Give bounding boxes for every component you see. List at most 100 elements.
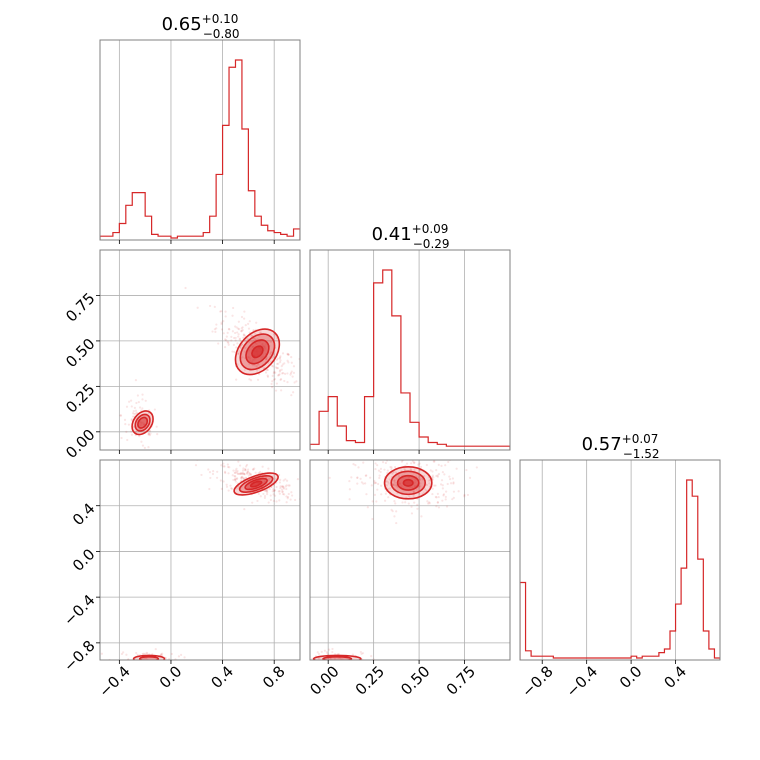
sample-point [331,647,334,651]
sample-point [289,498,292,501]
sample-point [238,338,241,341]
sample-point [359,477,362,480]
sample-point [436,501,439,504]
density-contour [132,654,166,660]
sample-point [318,657,321,660]
sample-point [428,482,431,485]
sample-point [140,440,143,443]
sample-point [226,463,229,466]
sample-point [363,457,365,459]
sample-point [280,365,283,368]
sample-point [429,454,431,456]
sample-point [245,471,249,475]
sample-point [316,651,319,654]
sample-point [137,400,140,404]
sample-point [452,490,456,493]
sample-point [231,330,234,333]
sample-point [303,387,305,389]
sample-point [444,498,447,501]
sample-point [412,490,415,493]
sample-point [200,473,203,477]
sample-point [222,332,225,335]
sample-point [427,479,430,482]
sample-point [391,471,394,474]
sample-point [292,365,296,368]
sample-point [380,484,383,487]
sample-point [243,473,246,476]
sample-point [374,481,378,484]
sample-point [362,482,365,485]
sample-point [264,347,267,350]
sample-point [160,662,162,664]
sample-point [384,461,387,465]
sample-point [457,490,460,493]
sample-point [239,346,242,349]
sample-point [390,466,393,469]
sample-point [392,483,395,486]
sample-point [429,469,432,472]
sample-point [156,433,159,436]
sample-point [370,484,373,487]
sample-point [374,462,377,465]
sample-point [333,657,337,660]
sample-point [227,327,230,331]
sample-point [183,656,186,659]
sample-point [136,653,139,656]
sample-point [234,477,237,480]
sample-point [215,327,218,330]
sample-point [127,661,129,663]
sample-point [387,482,390,485]
sample-point [262,346,266,349]
sample-point [131,661,133,663]
sample-point [442,494,445,497]
sample-point [385,484,388,487]
sample-point [148,661,150,663]
sample-point [342,661,344,663]
sample-point [222,480,225,483]
sample-point [217,342,220,345]
sample-point [287,353,290,356]
sample-point [141,652,144,656]
sample-point [280,378,283,381]
sample-point [265,489,268,492]
sample-point [227,343,230,346]
sample-point [162,662,164,664]
sample-point [286,353,289,356]
sample-point [265,490,268,493]
sample-point [234,331,237,335]
sample-point [242,477,246,480]
sample-point [235,326,238,329]
sample-point [267,479,270,482]
x-tick-label: 0.0 [156,662,186,692]
sample-point [247,349,250,352]
sample-point [236,352,240,355]
sample-point [246,356,249,359]
y-tick-label: 0.75 [62,289,98,325]
sample-point [394,471,397,474]
sample-point [359,650,362,654]
sample-point [155,425,158,428]
panel-scatter-1-0: 0.00 0.25 0.50 0.75 [62,249,305,462]
sample-point [437,472,441,476]
y-tick-label: 0.4 [69,500,99,530]
sample-point [387,496,390,499]
sample-point [380,493,383,496]
sample-point [275,358,278,362]
sample-point [400,460,404,463]
density-contour [402,478,414,487]
sample-point [319,663,321,665]
sample-point [395,510,398,513]
sample-point [278,356,282,359]
sample-point [365,493,368,496]
sample-point [463,495,466,498]
sample-point [132,410,135,413]
panel-frame [309,459,511,661]
sample-point [272,488,275,491]
sample-point [264,343,267,346]
sample-point [360,481,363,484]
sample-point [279,663,281,665]
sample-point [131,412,135,415]
sample-point [233,478,237,481]
sample-point [224,471,227,475]
